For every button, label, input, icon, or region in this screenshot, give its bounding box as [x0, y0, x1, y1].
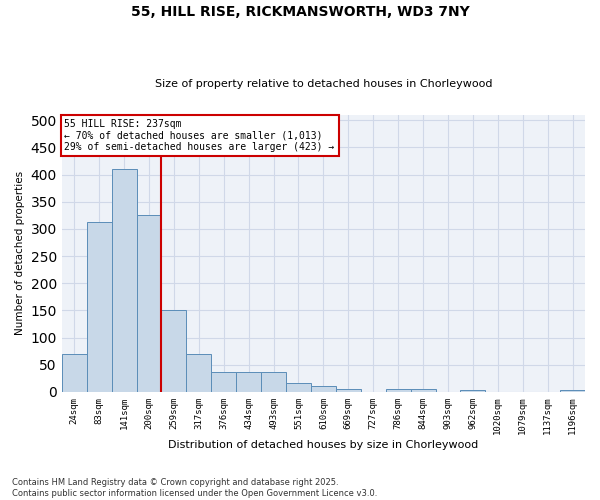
Bar — [460, 390, 485, 392]
Bar — [62, 354, 87, 392]
Bar — [137, 216, 161, 392]
Bar — [261, 372, 286, 392]
Y-axis label: Number of detached properties: Number of detached properties — [15, 172, 25, 336]
Text: 55 HILL RISE: 237sqm
← 70% of detached houses are smaller (1,013)
29% of semi-de: 55 HILL RISE: 237sqm ← 70% of detached h… — [64, 119, 335, 152]
Text: Contains HM Land Registry data © Crown copyright and database right 2025.
Contai: Contains HM Land Registry data © Crown c… — [12, 478, 377, 498]
Bar — [386, 388, 410, 392]
Bar — [161, 310, 187, 392]
Title: Size of property relative to detached houses in Chorleywood: Size of property relative to detached ho… — [155, 79, 492, 89]
Bar — [112, 169, 137, 392]
X-axis label: Distribution of detached houses by size in Chorleywood: Distribution of detached houses by size … — [168, 440, 479, 450]
Bar — [187, 354, 211, 392]
Bar — [236, 372, 261, 392]
Bar — [87, 222, 112, 392]
Bar — [560, 390, 585, 392]
Bar — [286, 382, 311, 392]
Bar — [410, 388, 436, 392]
Bar — [311, 386, 336, 392]
Bar — [211, 372, 236, 392]
Bar — [336, 389, 361, 392]
Text: 55, HILL RISE, RICKMANSWORTH, WD3 7NY: 55, HILL RISE, RICKMANSWORTH, WD3 7NY — [131, 5, 469, 19]
